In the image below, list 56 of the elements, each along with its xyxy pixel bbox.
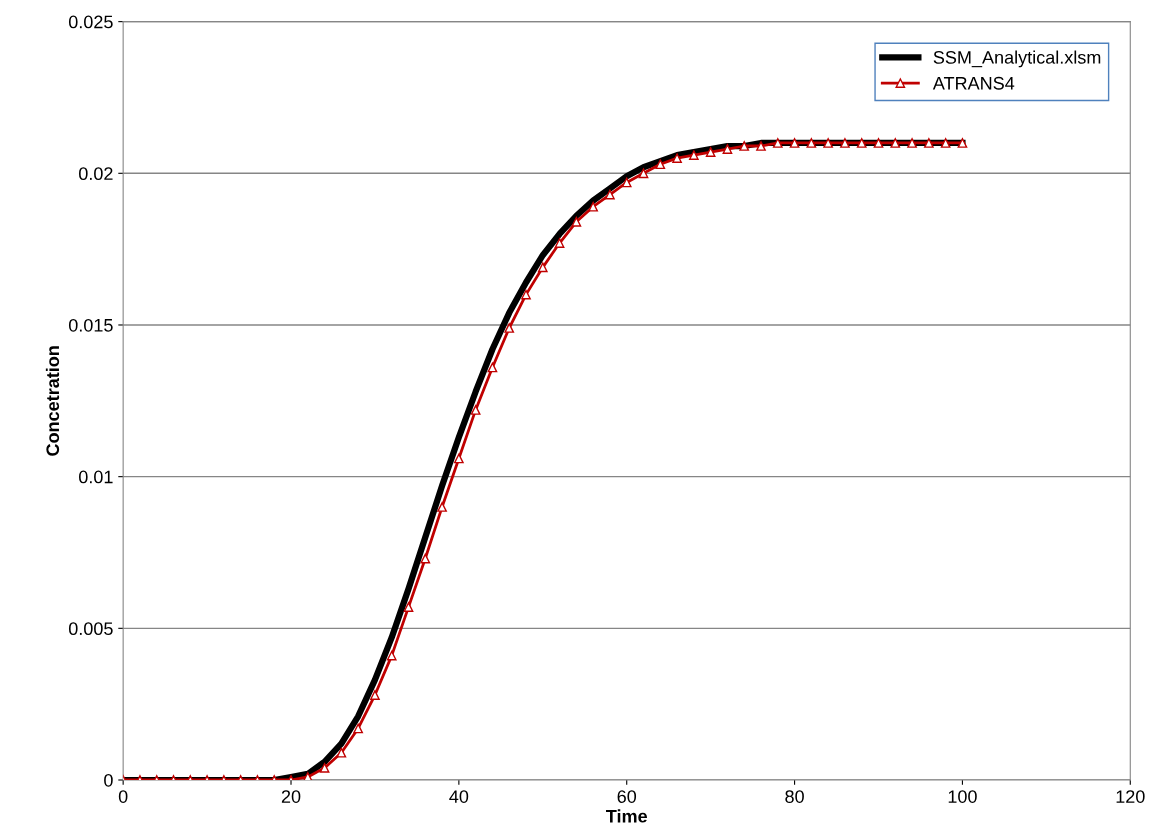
point xyxy=(655,159,666,170)
x-tick-label: 100 xyxy=(948,790,977,803)
point xyxy=(957,138,968,148)
legend-label: SSM_Analytical.xlsm xyxy=(933,50,1101,68)
y-tick-label: 0 xyxy=(104,773,113,787)
point xyxy=(739,141,750,151)
point xyxy=(521,289,531,300)
point xyxy=(638,168,649,179)
point xyxy=(605,189,615,200)
y-axis-title: Concetration xyxy=(45,346,60,456)
point xyxy=(487,362,498,373)
x-tick-label: 60 xyxy=(617,790,637,803)
point xyxy=(470,405,481,415)
point xyxy=(537,262,548,273)
y-tick-label: 0.02 xyxy=(79,167,113,181)
point xyxy=(621,177,632,188)
point xyxy=(571,216,582,227)
point xyxy=(856,138,867,148)
point xyxy=(386,650,397,661)
point xyxy=(806,138,817,148)
point xyxy=(437,502,447,512)
x-tick-label: 20 xyxy=(281,790,301,803)
point xyxy=(454,453,464,464)
x-tick-label: 0 xyxy=(118,790,128,803)
y-tick-label: 0.025 xyxy=(68,15,113,29)
x-tick-label: 80 xyxy=(785,790,804,803)
point xyxy=(907,138,917,148)
point xyxy=(789,138,800,148)
point xyxy=(688,150,699,160)
point xyxy=(722,144,733,154)
x-tick-label: 40 xyxy=(449,790,469,803)
point xyxy=(840,138,850,148)
point xyxy=(403,602,414,612)
point xyxy=(353,723,364,734)
point xyxy=(823,138,834,148)
point xyxy=(336,747,347,758)
point xyxy=(940,138,951,148)
legend-label: ATRANS4 xyxy=(932,76,1015,90)
x-axis-title: Time xyxy=(606,809,648,823)
x-tick-label: 120 xyxy=(1116,790,1145,803)
point xyxy=(756,141,766,151)
y-tick-label: 0.01 xyxy=(79,470,113,484)
point xyxy=(772,138,783,148)
point xyxy=(554,238,565,248)
point xyxy=(890,138,901,148)
point xyxy=(319,763,330,773)
point xyxy=(705,147,716,157)
point xyxy=(873,138,884,148)
point xyxy=(672,153,682,164)
point xyxy=(420,553,431,564)
point xyxy=(504,323,515,333)
point xyxy=(588,201,599,212)
point xyxy=(370,690,380,700)
y-tick-label: 0.005 xyxy=(68,622,113,636)
y-tick-label: 0.015 xyxy=(68,318,113,332)
point xyxy=(923,138,934,148)
